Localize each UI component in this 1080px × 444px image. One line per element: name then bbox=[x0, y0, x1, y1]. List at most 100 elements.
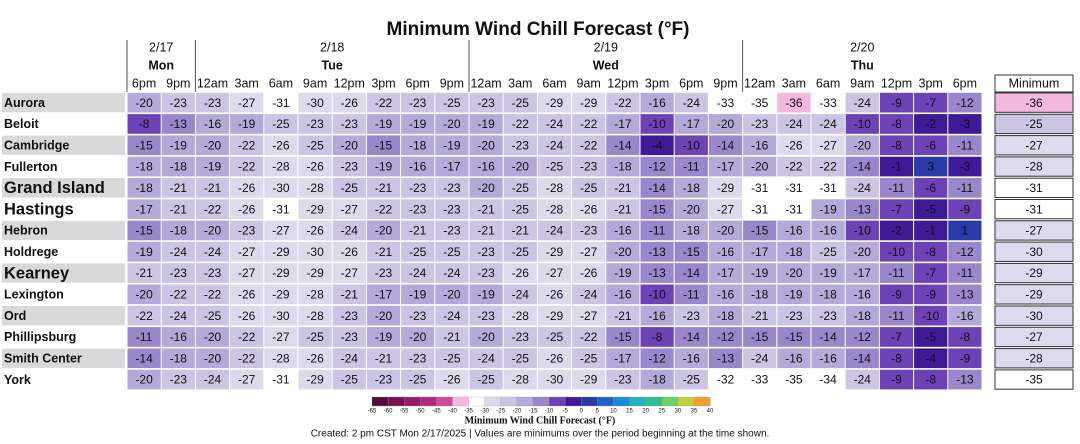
cell-bg bbox=[332, 178, 366, 198]
cell-value: -30 bbox=[306, 245, 324, 259]
row-label-bg bbox=[2, 348, 125, 368]
cell-bg bbox=[845, 135, 879, 156]
minimum-cell bbox=[994, 369, 1074, 390]
cell-value: -13 bbox=[956, 288, 974, 302]
cell-bg bbox=[743, 92, 777, 113]
colorbar-segment bbox=[532, 396, 550, 407]
cell-bg bbox=[811, 284, 845, 305]
minimum-header: Minimum bbox=[1009, 76, 1060, 90]
row-label-bg bbox=[2, 263, 125, 283]
location-label: Smith Center bbox=[4, 352, 82, 366]
colorbar-segment bbox=[645, 396, 663, 407]
cell-bg bbox=[366, 241, 401, 262]
cell-bg bbox=[332, 241, 366, 262]
cell-value: -16 bbox=[683, 351, 701, 365]
minimum-cell bbox=[994, 305, 1074, 326]
cell-value: -26 bbox=[341, 245, 359, 259]
cell-bg bbox=[469, 348, 503, 369]
cell-bg bbox=[366, 369, 401, 390]
cell-value: -22 bbox=[375, 202, 393, 216]
cell-bg bbox=[230, 348, 264, 369]
cell-value: -26 bbox=[580, 266, 598, 280]
cell-value: -25 bbox=[272, 117, 290, 131]
cell-value: -18 bbox=[170, 224, 188, 238]
cell-value: -16 bbox=[648, 96, 666, 110]
cell-value: -16 bbox=[717, 245, 735, 259]
cell-value: -18 bbox=[614, 160, 632, 174]
cell-bg bbox=[127, 199, 161, 219]
cell-bg bbox=[230, 135, 264, 156]
cell-value: -24 bbox=[341, 351, 359, 365]
cell-value: -15 bbox=[375, 138, 393, 152]
cell-bg bbox=[195, 241, 230, 262]
cell-bg bbox=[777, 114, 811, 134]
cell-value: -16 bbox=[614, 224, 632, 238]
cell-bg bbox=[195, 199, 230, 219]
cell-value: -23 bbox=[443, 181, 461, 195]
cell-bg bbox=[743, 284, 777, 305]
cell-value: -26 bbox=[512, 266, 530, 280]
cell-value: -30 bbox=[546, 373, 564, 387]
cell-bg bbox=[948, 348, 982, 369]
cell-value: -24 bbox=[443, 309, 461, 323]
location-label: Holdrege bbox=[4, 245, 58, 259]
cell-bg bbox=[435, 305, 469, 326]
cell-bg bbox=[708, 156, 743, 177]
cell-bg bbox=[811, 241, 845, 262]
cell-value: -17 bbox=[717, 160, 735, 174]
cell-bg bbox=[708, 114, 743, 134]
minimum-cell bbox=[994, 326, 1074, 348]
cell-value: -20 bbox=[785, 266, 803, 280]
cell-value: -23 bbox=[512, 330, 530, 344]
colorbar-tick: 10 bbox=[610, 409, 617, 415]
cell-bg bbox=[435, 92, 469, 113]
cell-value: -20 bbox=[443, 288, 461, 302]
minimum-cell bbox=[994, 135, 1074, 156]
cell-value: -14 bbox=[717, 138, 735, 152]
cell-bg bbox=[230, 263, 264, 283]
minimum-cell bbox=[994, 199, 1074, 220]
cell-bg bbox=[572, 92, 606, 113]
cell-bg bbox=[845, 305, 879, 326]
cell-value: -12 bbox=[717, 330, 735, 344]
cell-bg bbox=[777, 327, 811, 347]
cell-value: -27 bbox=[238, 96, 256, 110]
cell-bg bbox=[572, 178, 606, 198]
cell-value: -8 bbox=[891, 138, 902, 152]
cell-bg bbox=[366, 92, 401, 113]
cell-value: -21 bbox=[477, 202, 495, 216]
cell-bg bbox=[469, 263, 503, 283]
cell-bg bbox=[743, 241, 777, 262]
cell-bg bbox=[230, 241, 264, 262]
cell-bg bbox=[503, 156, 537, 177]
cell-bg bbox=[298, 114, 332, 134]
cell-value: -28 bbox=[512, 373, 530, 387]
cell-value: -18 bbox=[409, 138, 427, 152]
cell-value: -17 bbox=[443, 160, 461, 174]
minimum-cell bbox=[994, 262, 1074, 284]
cell-bg bbox=[914, 114, 948, 134]
cell-bg bbox=[503, 114, 537, 134]
cell-bg bbox=[914, 348, 948, 369]
cell-bg bbox=[743, 156, 777, 177]
cell-value: -19 bbox=[409, 288, 427, 302]
cell-value: -31 bbox=[785, 202, 803, 216]
cell-bg bbox=[537, 327, 572, 347]
cell-value: -18 bbox=[170, 160, 188, 174]
date-label: 2/17 bbox=[149, 40, 173, 54]
cell-bg bbox=[606, 284, 640, 305]
cell-bg bbox=[845, 263, 879, 283]
time-label: 12am bbox=[470, 76, 501, 90]
cell-bg bbox=[914, 92, 948, 113]
cell-bg bbox=[537, 284, 572, 305]
cell-bg bbox=[230, 156, 264, 177]
cell-bg bbox=[948, 369, 982, 390]
cell-bg bbox=[332, 92, 366, 113]
cell-bg bbox=[435, 199, 469, 219]
cell-value: -20 bbox=[477, 181, 495, 195]
cell-bg bbox=[674, 178, 708, 198]
cell-bg bbox=[230, 178, 264, 198]
cell-value: -25 bbox=[409, 373, 427, 387]
cell-value: -24 bbox=[854, 96, 872, 110]
cell-value: -17 bbox=[854, 266, 872, 280]
